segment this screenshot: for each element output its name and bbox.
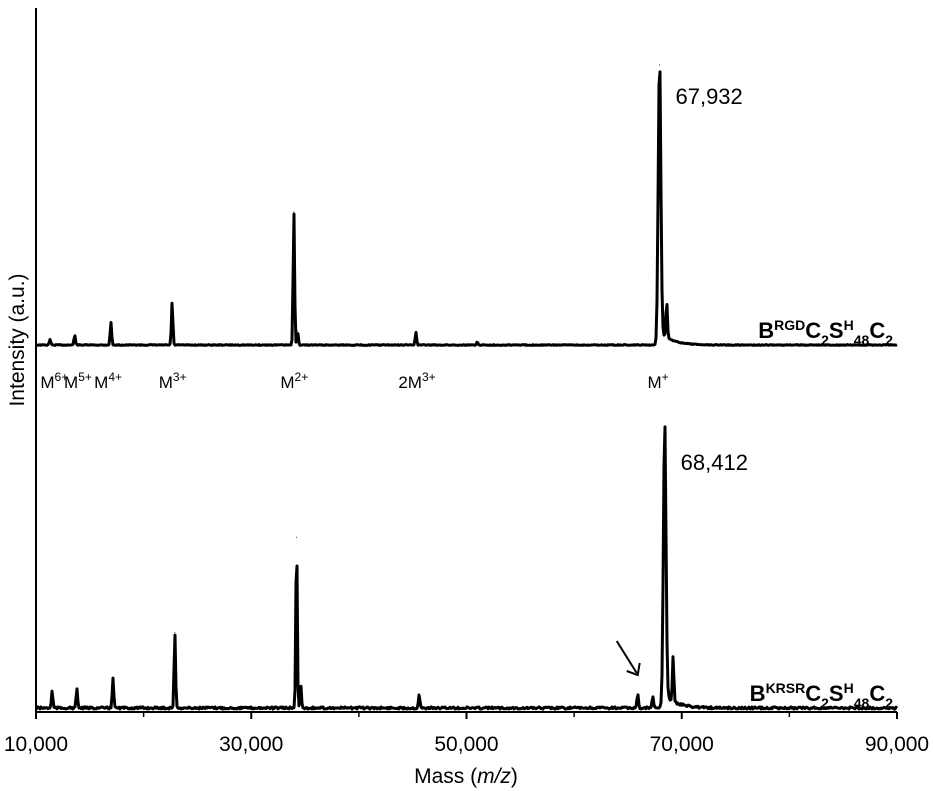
series-name-part: H <box>844 680 854 696</box>
series-name-part: KRSR <box>766 680 806 696</box>
axes: 10,000 30,000 50,000 70,000 90,000 <box>4 8 929 756</box>
peak-point <box>74 334 76 336</box>
x-tick-label: 90,000 <box>865 733 929 756</box>
peak-point <box>174 631 176 633</box>
peak-point <box>300 685 302 687</box>
ion-label-base: M <box>647 373 661 392</box>
series-name-part: S <box>829 681 844 706</box>
x-tick-label: 70,000 <box>650 733 714 756</box>
peak-point <box>476 341 478 343</box>
ion-label: M6+ <box>40 370 68 392</box>
spectrum-line-1 <box>35 70 898 347</box>
peak-point <box>672 662 674 664</box>
ion-label-base: 2M <box>398 373 422 392</box>
x-tick-label: 30,000 <box>219 733 283 756</box>
ion-label-charge: 3+ <box>173 370 187 384</box>
ion-label: M5+ <box>64 370 92 392</box>
ion-label-charge: + <box>662 370 669 384</box>
peak-value-label: 68,412 <box>681 450 748 475</box>
peak-point <box>415 331 417 333</box>
series-name-label: BKRSRC2SH48C2 <box>750 680 894 711</box>
ion-label: 2M3+ <box>398 370 435 392</box>
series-name-part: B <box>750 681 766 706</box>
peak-point <box>666 307 668 309</box>
x-axis-title-suffix: ) <box>511 765 518 788</box>
peak-point <box>51 690 53 692</box>
peak-point <box>297 330 299 332</box>
ion-label-charge: 5+ <box>78 370 92 384</box>
ion-label-base: M <box>64 373 78 392</box>
ion-label: M3+ <box>159 370 187 392</box>
ion-label: M2+ <box>280 370 308 392</box>
spectrum-line-2 <box>35 425 899 711</box>
annotations <box>615 640 641 677</box>
series-name-part: 2 <box>885 332 893 348</box>
peak-point <box>664 430 666 432</box>
y-axis-title: Intensity (a.u.) <box>6 273 29 406</box>
ion-labels: M6+M5+ M4+ M3+ M2+ 2M3+ M+ <box>40 370 668 392</box>
ion-label-base: M <box>94 373 108 392</box>
ion-label-charge: 3+ <box>422 370 436 384</box>
peak-point <box>171 302 173 304</box>
x-axis-title: Mass (m/z) <box>414 765 518 788</box>
peak-point <box>76 687 78 689</box>
ion-label-charge: 2+ <box>295 370 309 384</box>
series-name-part: RGD <box>774 317 805 333</box>
peak-point <box>652 696 654 698</box>
peak-point <box>293 211 295 213</box>
peak-point <box>418 693 420 695</box>
ion-label-charge: 4+ <box>108 370 122 384</box>
series-name-part: C <box>805 318 821 343</box>
series-name-part: 2 <box>821 332 829 348</box>
series-name-part: S <box>829 318 844 343</box>
peak-point <box>296 536 298 538</box>
peak-point <box>110 321 112 323</box>
x-axis-ticks: 10,000 30,000 50,000 70,000 90,000 <box>4 712 929 756</box>
series-name-part: 2 <box>821 695 829 711</box>
arrow-annotation-shaft <box>615 640 638 674</box>
peak-point <box>637 693 639 695</box>
series-name-part: C <box>805 681 821 706</box>
ion-label-base: M <box>159 373 173 392</box>
series-name-part: 48 <box>854 695 870 711</box>
series-name-part: H <box>844 317 854 333</box>
arrow-annotation-head <box>626 662 641 677</box>
ion-label-charge: 6+ <box>55 370 69 384</box>
series-name-part: 48 <box>854 332 870 348</box>
ion-label: M4+ <box>94 370 122 392</box>
ion-label: M+ <box>647 370 668 392</box>
peak-point <box>49 338 51 340</box>
x-axis-title-italic: m/z <box>477 765 511 788</box>
peak-point <box>658 64 660 66</box>
x-tick-label: 50,000 <box>434 733 498 756</box>
peak-point <box>112 676 114 678</box>
x-tick-label: 10,000 <box>4 733 68 756</box>
series-name-part: C <box>869 318 885 343</box>
series-name-part: 2 <box>885 695 893 711</box>
series-name-part: C <box>869 681 885 706</box>
peak-value-label: 67,932 <box>675 84 742 109</box>
ion-label-base: M <box>280 373 294 392</box>
series-name-part: B <box>758 318 774 343</box>
x-axis-title-prefix: Mass ( <box>414 765 477 788</box>
ion-label-base: M <box>40 373 54 392</box>
series-name-label: BRGDC2SH48C2 <box>758 317 893 348</box>
